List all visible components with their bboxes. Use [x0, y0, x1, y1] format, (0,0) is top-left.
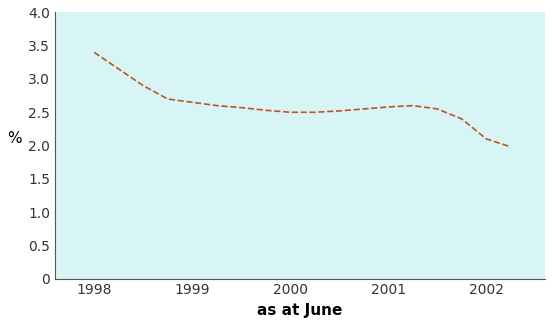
Y-axis label: %: % [7, 131, 22, 146]
X-axis label: as at June: as at June [257, 303, 343, 318]
